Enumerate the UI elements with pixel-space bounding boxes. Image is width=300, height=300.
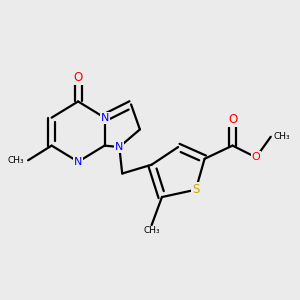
Text: N: N [74,157,82,167]
Text: CH₃: CH₃ [274,132,290,141]
Text: O: O [74,71,83,84]
Text: CH₃: CH₃ [143,226,160,236]
Text: N: N [115,142,124,152]
Text: S: S [192,183,200,196]
Text: O: O [252,152,260,162]
Text: N: N [100,112,109,123]
Text: O: O [228,112,237,126]
Text: CH₃: CH₃ [7,156,24,165]
